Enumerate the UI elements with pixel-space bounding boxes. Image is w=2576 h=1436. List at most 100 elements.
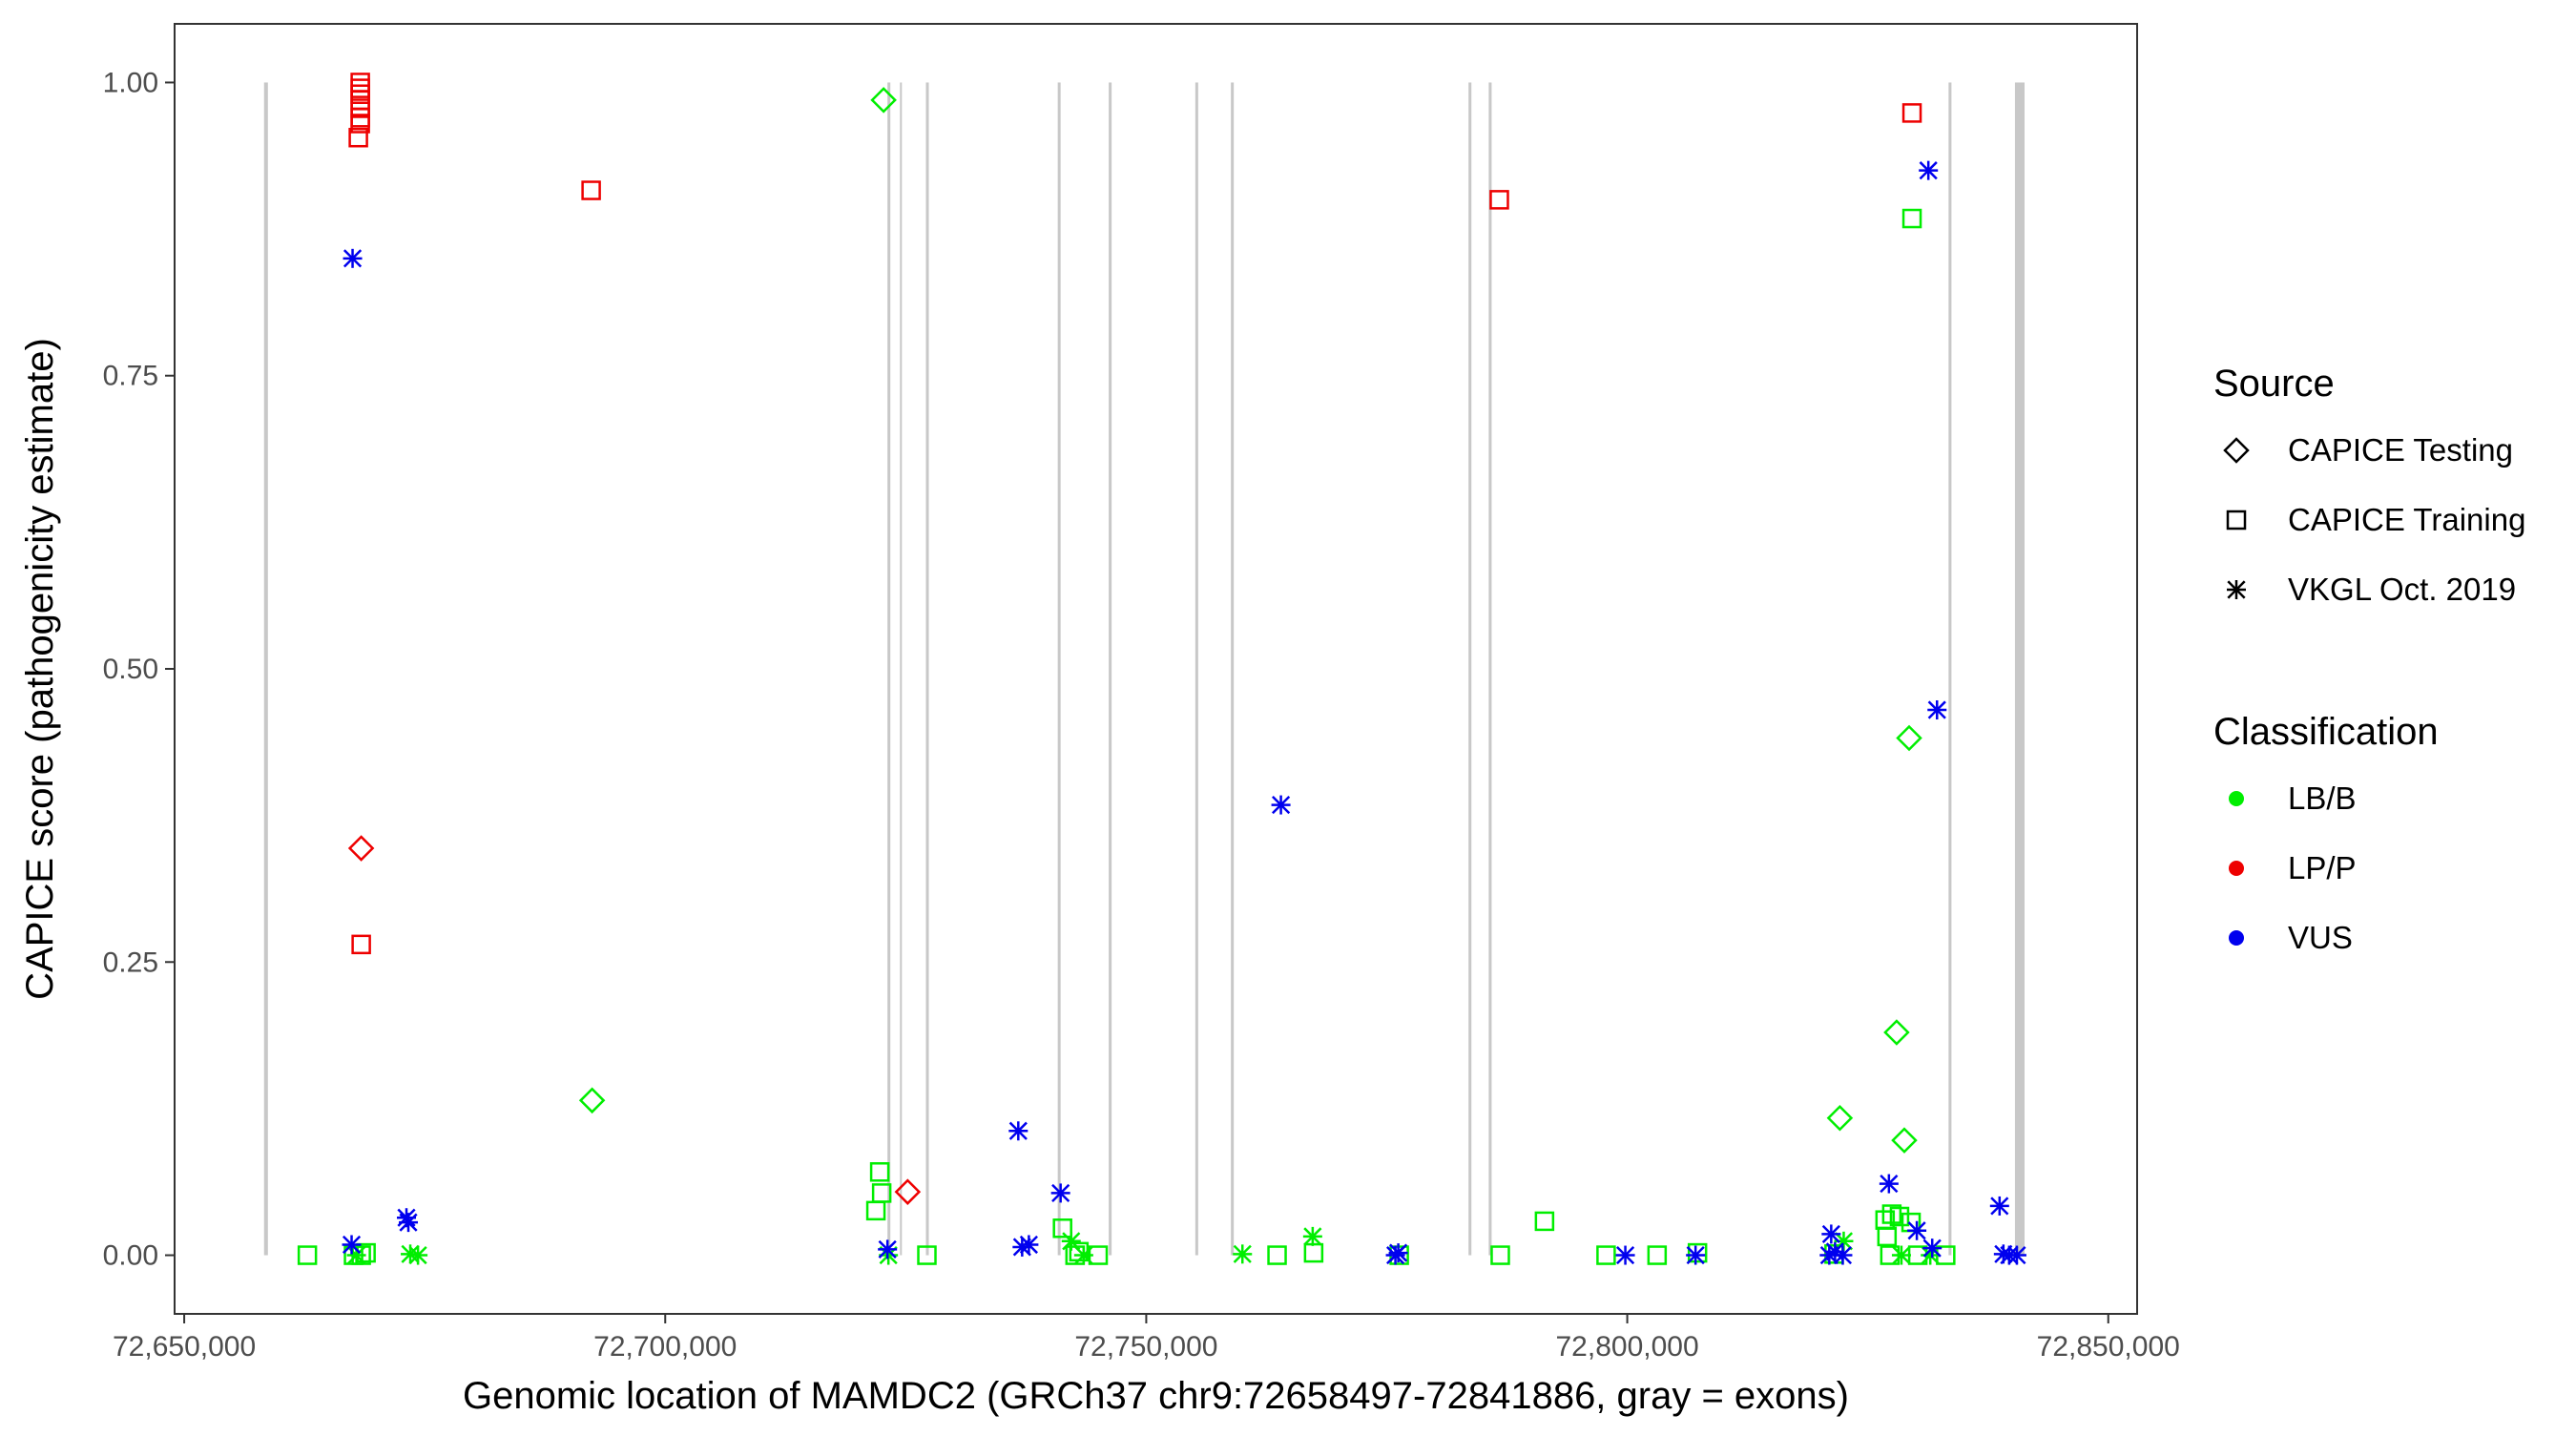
- point-lp-p-square-2: [350, 78, 370, 98]
- x-tick-label-5: 72,850,000: [2037, 1331, 2180, 1363]
- exon-line-4: [925, 82, 929, 1256]
- point-lp-p-diamond-9: [347, 835, 375, 862]
- exon-line-2: [887, 82, 891, 1256]
- point-vus-asterisk-6: [1008, 1121, 1028, 1141]
- y-axis-title: CAPICE score (pathogenicity estimate): [19, 338, 61, 1000]
- x-tick-label-3: 72,750,000: [1074, 1331, 1217, 1363]
- exon-line-8: [1231, 82, 1235, 1256]
- point-lb-b-square-26: [1490, 1245, 1510, 1265]
- exon-line-5: [1057, 82, 1061, 1256]
- point-lb-b-square-15: [1052, 1218, 1072, 1238]
- point-vus-asterisk-8: [1019, 1235, 1039, 1255]
- legend-classification-label-3: VUS: [2288, 920, 2353, 955]
- point-vus-asterisk-18: [1833, 1245, 1853, 1265]
- legend-asterisk-icon: [2227, 580, 2246, 599]
- point-vus-asterisk-19: [1879, 1174, 1899, 1194]
- point-lb-b-diamond-8: [578, 1087, 606, 1114]
- legend-classification-label-1: LB/B: [2288, 780, 2357, 816]
- exon-line-7: [1195, 82, 1198, 1256]
- point-lb-b-square-12: [871, 1183, 892, 1203]
- point-lb-b-square-14: [917, 1245, 937, 1265]
- point-lb-b-square-20: [1088, 1245, 1109, 1265]
- x-tick-label-4: 72,800,000: [1556, 1331, 1699, 1363]
- point-vus-asterisk-27: [2006, 1245, 2026, 1265]
- point-vus-asterisk-21: [1919, 160, 1939, 180]
- point-vus-asterisk-15: [1821, 1224, 1841, 1244]
- point-lp-p-square-1: [350, 73, 370, 93]
- y-axis: 0.00 0.25 0.50 0.75 1.00: [103, 67, 175, 1272]
- plot-panel-border: [174, 23, 2138, 1315]
- legend-lb-b-dot-icon: [2229, 791, 2244, 806]
- point-lb-b-square-47: [1936, 1245, 1956, 1265]
- legend-source-title: Source: [2213, 363, 2335, 405]
- point-lp-p-square-14: [1901, 103, 1922, 123]
- point-lb-b-diamond-32: [1826, 1104, 1854, 1132]
- point-lb-b-square-11: [869, 1162, 890, 1182]
- legend-lp-p-dot-icon: [2229, 861, 2244, 876]
- point-vus-asterisk-9: [1050, 1183, 1070, 1203]
- point-vus-asterisk-14: [1686, 1245, 1706, 1265]
- point-lb-b-diamond-38: [1883, 1019, 1910, 1046]
- legend-source-label-2: CAPICE Training: [2288, 502, 2525, 537]
- point-lb-b-square-35: [1877, 1226, 1898, 1247]
- point-lb-b-square-22: [1267, 1245, 1287, 1265]
- point-lb-b-asterisk-23: [1302, 1226, 1322, 1246]
- point-vus-asterisk-10: [1271, 795, 1291, 815]
- point-lb-b-asterisk-7: [408, 1245, 428, 1265]
- legend-vus-dot-icon: [2229, 930, 2244, 946]
- point-vus-asterisk-1: [343, 248, 363, 268]
- legend-source-label-1: CAPICE Testing: [2288, 432, 2513, 468]
- point-lp-p-square-10: [351, 934, 371, 955]
- point-lb-b-square-39: [1889, 1206, 1910, 1227]
- point-vus-asterisk-4: [399, 1213, 419, 1233]
- point-lp-p-square-7: [350, 114, 370, 134]
- y-tick-label-4: 0.75: [103, 361, 158, 392]
- exon-line-11: [1948, 82, 1952, 1256]
- point-vus-asterisk-23: [1927, 700, 1947, 720]
- point-lb-b-asterisk-21: [1233, 1244, 1253, 1264]
- point-lb-b-diamond-42: [1896, 724, 1922, 752]
- exon-line-12: [2014, 82, 2025, 1256]
- point-lb-b-asterisk-46: [1921, 1245, 1941, 1265]
- x-tick-label-2: 72,700,000: [593, 1331, 737, 1363]
- legend-classification-title: Classification: [2213, 711, 2439, 753]
- point-lb-b-square-27: [1534, 1211, 1555, 1232]
- point-lb-b-square-1: [297, 1245, 318, 1265]
- legend-source-label-3: VKGL Oct. 2019: [2288, 572, 2516, 607]
- data-points: [297, 73, 2026, 1265]
- point-lp-p-square-8: [348, 127, 368, 148]
- exon-line-10: [1488, 82, 1492, 1256]
- y-tick-label-2: 0.25: [103, 947, 158, 978]
- point-vus-asterisk-2: [342, 1235, 362, 1255]
- point-vus-asterisk-20: [1907, 1220, 1927, 1240]
- point-lb-b-diamond-41: [1891, 1127, 1918, 1154]
- point-vus-asterisk-5: [878, 1239, 898, 1259]
- point-vus-asterisk-13: [1615, 1245, 1635, 1265]
- point-lp-p-square-13: [1489, 190, 1509, 210]
- x-axis: 72,650,000 72,700,000 72,750,000 72,800,000…: [113, 1314, 2180, 1363]
- point-lb-b-asterisk-40: [1891, 1245, 1911, 1265]
- legend-diamond-icon: [2223, 437, 2250, 464]
- exon-lines: [263, 82, 2025, 1256]
- point-vus-asterisk-7: [1012, 1237, 1032, 1257]
- point-vus-asterisk-22: [1922, 1238, 1942, 1259]
- y-tick-label-1: 0.00: [103, 1240, 158, 1272]
- point-lb-b-square-24: [1303, 1242, 1324, 1263]
- legend-classification-label-2: LP/P: [2288, 850, 2357, 885]
- exon-line-9: [1468, 82, 1472, 1256]
- legend: Source CAPICE Testing CAPICE Training VKGL …: [2213, 363, 2525, 955]
- point-lb-b-square-10: [865, 1200, 886, 1221]
- point-lp-p-diamond-12: [894, 1178, 922, 1205]
- point-lb-b-square-30: [1687, 1242, 1708, 1263]
- point-vus-asterisk-24: [1989, 1196, 2009, 1216]
- exon-line-1: [263, 82, 268, 1256]
- x-tick-label-1: 72,650,000: [113, 1331, 256, 1363]
- y-tick-label-3: 0.50: [103, 654, 158, 685]
- exon-line-6: [1109, 82, 1112, 1256]
- y-tick-label-5: 1.00: [103, 67, 158, 98]
- legend-square-icon: [2226, 510, 2247, 531]
- point-lb-b-diamond-9: [870, 87, 897, 114]
- point-lp-p-square-11: [581, 180, 601, 200]
